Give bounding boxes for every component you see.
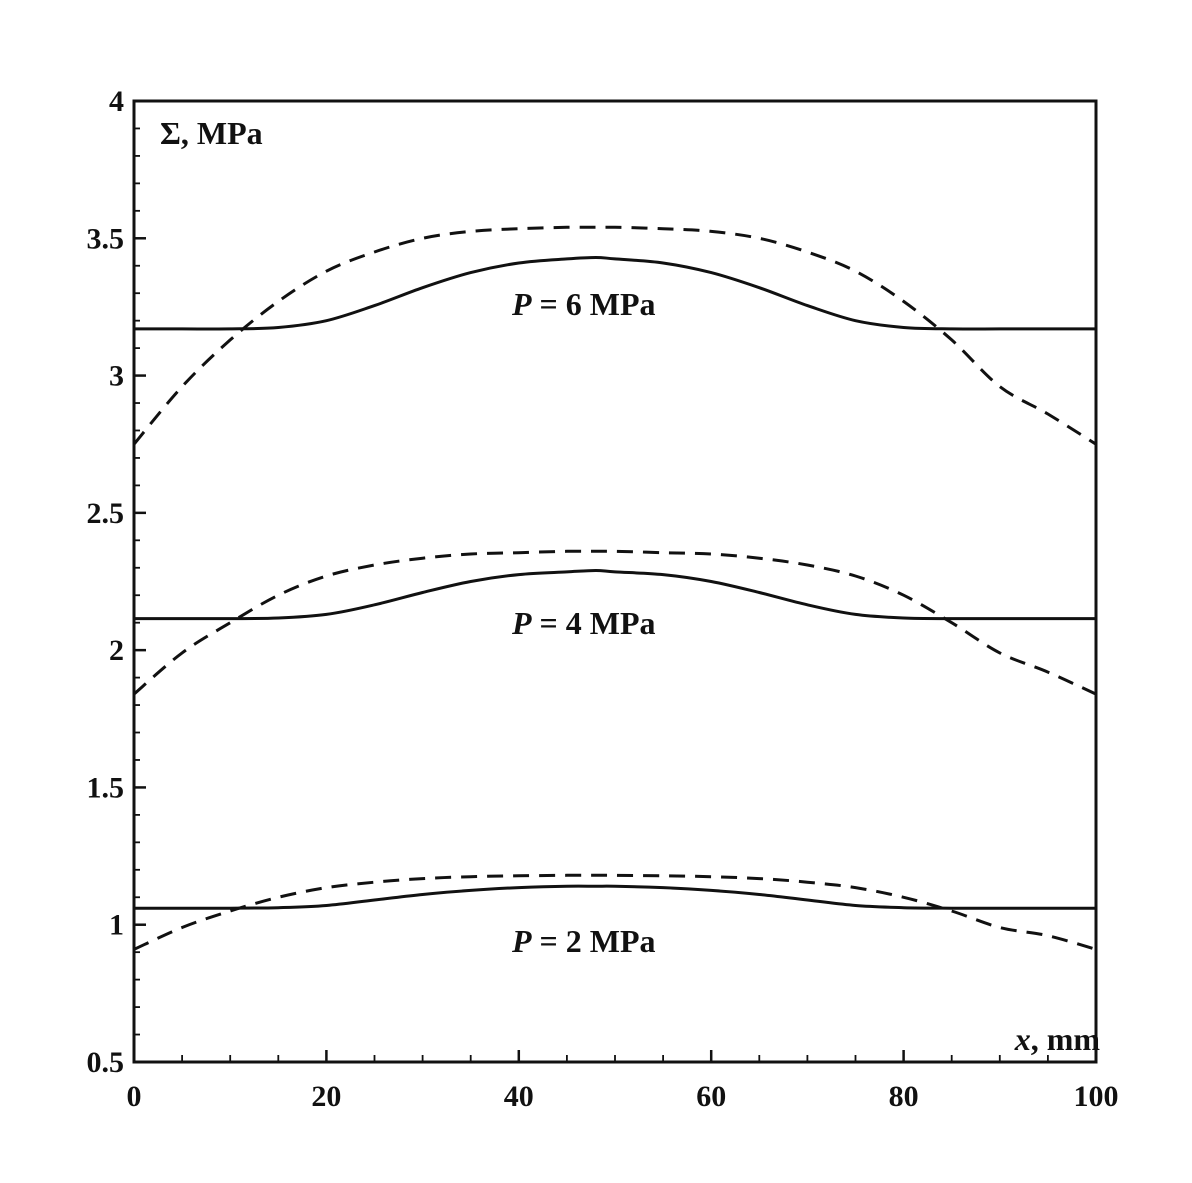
x-tick-label: 100: [1074, 1080, 1119, 1113]
series-line-dashed-3: [133, 549, 1097, 696]
labels-layer: 0.511.522.533.540 20 40 60 80 100: [87, 85, 1119, 1113]
plot-frame: [132, 99, 1098, 1064]
series-label-p4-text: = 4 MPa: [532, 605, 656, 641]
x-tick-label: 80: [889, 1080, 919, 1113]
y-axis-unit: , MPa: [181, 115, 263, 151]
series-label-p6-symbol: P: [511, 286, 532, 322]
x-tick-label: 20: [311, 1080, 341, 1113]
series-label-p4: P = 4 MPa: [511, 605, 656, 641]
series-label-p2-symbol: P: [511, 923, 532, 959]
series-label-p4-symbol: P: [511, 605, 532, 641]
series-line-dashed-5: [133, 873, 1097, 951]
x-tick-label: 40: [504, 1080, 534, 1113]
series-label-p6-text: = 6 MPa: [532, 286, 656, 322]
y-tick-label: 3: [109, 360, 124, 393]
y-tick-label: 4: [109, 85, 124, 118]
y-tick-label: 1.5: [87, 771, 125, 804]
series-label-p6: P = 6 MPa: [511, 286, 656, 322]
y-tick-label: 0.5: [87, 1046, 125, 1079]
ticks-layer: [132, 99, 1098, 1064]
y-axis-symbol: Σ: [160, 115, 181, 151]
series-line-solid-2: [134, 568, 1096, 621]
series-label-p2-text: = 2 MPa: [532, 923, 656, 959]
x-tick-label: 60: [696, 1080, 726, 1113]
x-axis-symbol: x: [1014, 1021, 1031, 1057]
series-line-solid-0: [134, 255, 1096, 331]
x-tick-label: 0: [127, 1080, 142, 1113]
series-label-p2: P = 2 MPa: [511, 923, 656, 959]
series-layer: [132, 225, 1097, 951]
y-tick-label: 1: [109, 909, 124, 942]
series-line-dashed-1: [132, 225, 1097, 446]
y-tick-label: 2: [109, 634, 124, 667]
y-axis-title: Σ, MPa: [160, 115, 263, 151]
x-axis-title: x, mm: [1014, 1021, 1101, 1057]
series-line-solid-4: [134, 884, 1096, 910]
y-tick-label: 2.5: [87, 497, 125, 530]
x-axis-unit: , mm: [1031, 1021, 1101, 1057]
y-tick-label: 3.5: [87, 222, 125, 255]
